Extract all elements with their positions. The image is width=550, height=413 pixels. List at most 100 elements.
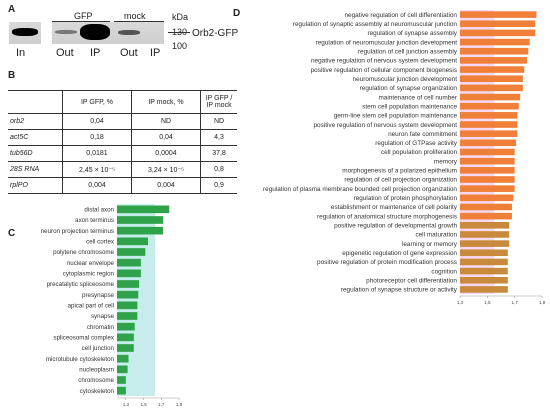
protein-label: Orb2-GFP	[192, 28, 239, 39]
bar	[117, 205, 170, 214]
x-tick-label: 1,9	[539, 300, 546, 305]
bar	[460, 130, 518, 137]
category-label: negative regulation of nervous system de…	[311, 58, 457, 65]
category-label: chromatin	[87, 324, 115, 331]
category-label: regulation of cell projection organizati…	[344, 177, 457, 184]
bar	[460, 38, 530, 46]
category-label: learning or memory	[402, 241, 458, 248]
bar	[460, 240, 510, 247]
cell-ratio: 37,8	[200, 145, 237, 162]
bar	[460, 185, 515, 192]
bar	[117, 322, 135, 331]
category-label: memory	[434, 158, 458, 165]
bar	[460, 176, 515, 183]
category-label: cytoplasmic region	[63, 271, 115, 278]
cell-ip-mock: ND	[131, 113, 201, 130]
category-label: apical part of cell	[68, 303, 114, 310]
category-label: regulation of protein phosphorylation	[354, 195, 458, 202]
x-tick-label: 1,7	[158, 402, 165, 407]
category-label: maintenance of cell number	[378, 94, 457, 101]
cell-ratio: 0,9	[200, 177, 237, 194]
bar	[460, 20, 536, 28]
cell-ip-mock: 0,04	[131, 129, 201, 146]
bar	[460, 75, 523, 83]
x-tick-label: 1,5	[484, 300, 491, 305]
category-label: regulation of GTPase activity	[375, 140, 458, 147]
category-label: photoreceptor cell differentiation	[366, 277, 457, 284]
category-label: stem cell population maintenance	[362, 103, 457, 110]
bar	[460, 221, 510, 229]
category-label: morphogenesis of a polarized epithelium	[342, 168, 457, 175]
x-tick-label: 1,3	[457, 300, 464, 305]
table-row: 28S RNA 2,45 × 10⁻⁵ 3,24 × 10⁻⁵ 0,8	[8, 161, 237, 178]
shade-band	[117, 204, 155, 396]
bar	[117, 376, 126, 384]
gene-name: orb2	[8, 113, 63, 130]
table-row: orb2 0,04 ND ND	[8, 113, 237, 130]
category-label: distal axon	[84, 207, 114, 214]
category-label: regulation of synapse organization	[360, 85, 458, 92]
bar	[117, 365, 128, 374]
category-label: precatalytic spliceosome	[47, 281, 115, 288]
bar	[117, 344, 134, 352]
bar	[460, 112, 518, 119]
mock-bracket	[114, 21, 164, 22]
chart-biological-process: negative regulation of cell differentiat…	[263, 10, 546, 305]
panel-d-label: D	[233, 8, 241, 19]
bar	[460, 167, 515, 174]
bar	[460, 57, 527, 64]
gene-name: 28S RNA	[8, 161, 63, 178]
band-input	[12, 28, 38, 36]
category-label: regulation of anatomical structure morph…	[317, 213, 457, 220]
bar	[460, 47, 529, 55]
mock-label: mock	[124, 11, 146, 21]
bar	[460, 231, 510, 238]
bar	[460, 258, 508, 266]
category-label: regulation of synapse assembly	[367, 30, 457, 37]
kda-label: kDa	[172, 12, 189, 22]
x-tick-label: 1,3	[123, 402, 130, 407]
category-label: negative regulation of cell differentiat…	[344, 12, 457, 19]
qpcr-table: IP GFP, % IP mock, % IP GFP / IP mock or…	[8, 90, 237, 194]
bar	[460, 102, 519, 110]
category-label: neuromuscular junction development	[353, 76, 458, 83]
category-label: establishment or maintenance of cell pol…	[331, 204, 458, 211]
bar	[460, 194, 514, 202]
table-row: act5C 0,18 0,04 4,3	[8, 129, 237, 146]
bar	[460, 139, 517, 147]
bar	[117, 216, 164, 224]
bar	[460, 249, 508, 257]
lane-ip-mock: IP	[150, 47, 161, 59]
bar	[117, 354, 129, 363]
category-label: regulation of neuromuscular junction dev…	[316, 39, 458, 46]
category-label: positive regulation of protein modificat…	[317, 259, 457, 266]
bar	[460, 93, 521, 101]
category-label: cell cortex	[86, 239, 115, 246]
lane-ip-gfp: IP	[90, 47, 101, 59]
panel-a-label: A	[8, 4, 16, 15]
panel-b-label: B	[8, 70, 16, 81]
category-label: chromosome	[78, 377, 114, 384]
category-label: synapse	[91, 313, 115, 320]
bar	[117, 248, 146, 256]
gene-name: act5C	[8, 129, 63, 146]
category-label: regulation of plasma membrane bounded ce…	[263, 186, 457, 193]
category-label: regulation of synapse structure or activ…	[341, 287, 458, 294]
marker-130-tick	[168, 32, 190, 33]
category-label: positive regulation of cellular componen…	[311, 67, 457, 74]
gene-name: rplPO	[8, 177, 63, 194]
cell-ratio: ND	[200, 113, 237, 130]
bar	[460, 203, 512, 211]
bar	[117, 280, 140, 288]
marker-100: 100	[172, 41, 188, 51]
bar	[460, 11, 537, 18]
header-ip-mock: IP mock, %	[131, 90, 201, 114]
bar	[460, 84, 523, 92]
bar	[460, 148, 515, 156]
category-label: cell population proliferation	[381, 149, 457, 156]
category-label: neuron fate commitment	[388, 131, 457, 138]
cell-ip-gfp: 0,18	[62, 129, 132, 146]
table-row: tub56D 0,0181 0,0004 37,8	[8, 145, 237, 162]
category-label: microtubule cytoskeleton	[46, 356, 115, 363]
bar	[460, 157, 515, 165]
